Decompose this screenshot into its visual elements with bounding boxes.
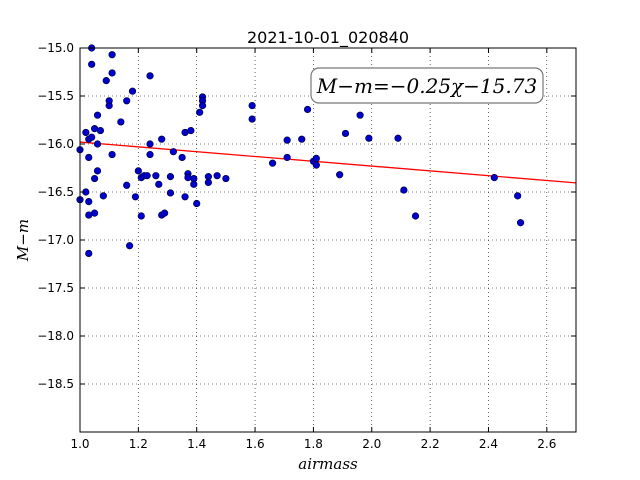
data-point: [516, 219, 525, 227]
data-point: [198, 101, 207, 110]
fit-equation: M−m=−0.25χ−15.73: [316, 74, 537, 98]
data-point: [155, 180, 163, 188]
data-point: [146, 72, 154, 80]
data-point: [158, 135, 166, 143]
data-point: [152, 172, 160, 180]
chart-title: 2021-10-01_020840: [247, 28, 409, 48]
x-axis-label: airmass: [298, 455, 358, 473]
data-point: [123, 97, 131, 105]
data-point: [213, 172, 221, 180]
x-tick-label: 2.6: [537, 437, 556, 451]
data-point: [178, 153, 186, 162]
data-point: [312, 154, 320, 162]
data-point: [181, 193, 189, 201]
data-point: [131, 193, 140, 201]
x-tick-label: 1.0: [70, 437, 89, 451]
data-point: [514, 192, 522, 200]
data-point: [108, 69, 116, 77]
data-point: [88, 60, 96, 68]
data-point: [96, 126, 105, 135]
data-point: [184, 174, 192, 182]
grid: [80, 48, 576, 432]
data-point: [394, 134, 402, 142]
data-point: [400, 186, 408, 194]
data-point: [196, 108, 204, 116]
data-point: [283, 153, 291, 162]
data-point: [108, 51, 116, 59]
data-point: [93, 167, 102, 175]
data-point: [146, 150, 154, 159]
y-tick-label: −18.5: [37, 377, 74, 391]
data-point: [134, 167, 142, 175]
y-tick-label: −17.5: [37, 281, 74, 295]
data-point: [90, 209, 99, 217]
data-point: [128, 87, 137, 95]
data-point: [248, 115, 256, 123]
data-point: [137, 212, 145, 220]
y-tick-label: −18.0: [37, 329, 74, 343]
data-point: [85, 198, 93, 206]
data-point: [88, 133, 96, 141]
x-tick-label: 2.4: [479, 437, 498, 451]
data-point: [490, 174, 498, 182]
points-group: [76, 44, 525, 258]
data-point: [411, 212, 420, 220]
data-point: [123, 181, 131, 189]
data-point: [193, 199, 201, 208]
data-point: [143, 172, 151, 180]
ticks: 1.0 1.2 1.4 1.6 1.8 2.0 2.2 2.4 2.6 −15.0 −15.5 −16…: [37, 41, 576, 451]
data-point: [365, 134, 373, 142]
x-tick-label: 2.0: [362, 437, 381, 451]
x-tick-label: 2.2: [421, 437, 440, 451]
data-point: [99, 192, 107, 200]
data-point: [161, 209, 169, 217]
annotation-frame: [310, 67, 544, 104]
data-point: [336, 171, 344, 179]
data-point: [93, 111, 102, 119]
data-point: [166, 189, 175, 197]
data-point: [303, 105, 312, 114]
data-point: [166, 173, 175, 181]
data-point: [169, 148, 177, 156]
data-point: [312, 161, 320, 169]
data-point: [356, 111, 364, 119]
x-tick-label: 1.4: [187, 437, 206, 451]
data-point: [126, 242, 134, 250]
data-point: [117, 118, 125, 126]
data-point: [190, 180, 198, 188]
data-point: [105, 97, 113, 105]
y-tick-label: −16.5: [37, 185, 74, 199]
x-tick-label: 1.2: [129, 437, 148, 451]
data-point: [85, 249, 93, 258]
data-point: [298, 135, 306, 143]
data-point: [283, 136, 291, 144]
y-tick-label: −16.0: [37, 137, 74, 151]
x-tick-label: 1.6: [246, 437, 265, 451]
data-point: [82, 128, 90, 137]
data-point: [204, 178, 212, 186]
data-point: [268, 159, 277, 167]
y-tick-label: −15.0: [37, 41, 74, 55]
y-axis-label: M−m: [14, 219, 32, 262]
data-point: [85, 153, 93, 162]
data-point: [90, 174, 99, 183]
data-point: [341, 129, 350, 138]
x-tick-label: 1.8: [304, 437, 323, 451]
data-point: [187, 126, 195, 135]
data-point: [93, 140, 102, 148]
annotation-box: M−m=−0.25χ−15.73: [310, 67, 544, 104]
y-tick-label: −17.0: [37, 233, 74, 247]
data-point: [108, 150, 116, 159]
data-point: [222, 174, 230, 183]
data-point: [248, 101, 256, 110]
data-point: [102, 77, 110, 85]
y-tick-label: −15.5: [37, 89, 74, 103]
data-point: [146, 140, 154, 148]
